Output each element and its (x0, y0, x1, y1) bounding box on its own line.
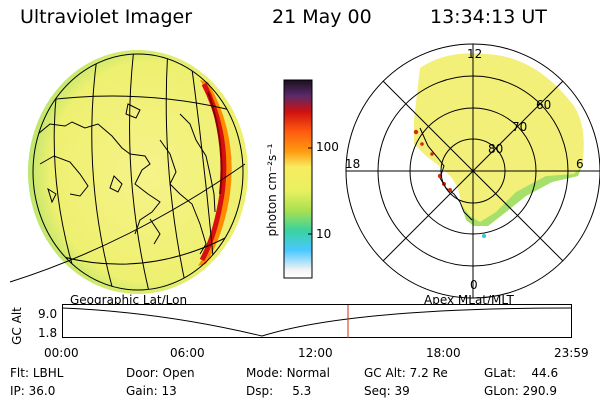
x-tick-2359: 23:59 (554, 346, 589, 360)
dayglow-disc (28, 50, 248, 294)
seq-info: Seq: 39 (364, 384, 410, 398)
gain-value: 13 (161, 384, 177, 398)
dsp-info: Dsp: 5.3 (246, 384, 311, 398)
polar-grid (345, 43, 600, 299)
terminator-line (9, 163, 246, 283)
geographic-image-panel (9, 50, 248, 294)
timeline-axis-title: GC Alt (10, 307, 24, 345)
seq-label: Seq: (364, 384, 391, 398)
dsp-label: Dsp: (246, 384, 274, 398)
instrument-title: Ultraviolet Imager (20, 6, 193, 28)
glat-info: GLat: 44.6 (484, 366, 558, 380)
apex-panel-label: Apex MLat/MLT (424, 293, 514, 307)
x-tick-1800: 18:00 (426, 346, 461, 360)
gain-label: Gain: (126, 384, 158, 398)
mlt-label-12: 12 (467, 47, 483, 61)
geographic-panel-label: Geographic Lat/Lon (70, 293, 188, 307)
dsp-value: 5.3 (292, 384, 312, 398)
gcalt-info: GC Alt: 7.2 Re (364, 366, 448, 380)
polar-image-panel (345, 43, 600, 299)
mlat-label-70: 70 (512, 120, 528, 134)
ip-label: IP: (10, 384, 25, 398)
door-value: Open (162, 366, 195, 380)
x-tick-0000: 00:00 (44, 346, 79, 360)
gcalt-value: 7.2 Re (409, 366, 448, 380)
x-tick-1200: 12:00 (298, 346, 333, 360)
altitude-curve (61, 307, 573, 337)
glon-value: 290.9 (522, 384, 557, 398)
glon-info: GLon: 290.9 (484, 384, 557, 398)
x-tick-0600: 06:00 (170, 346, 205, 360)
filter-value: LBHL (32, 366, 64, 380)
ip-info: IP: 36.0 (10, 384, 55, 398)
y-tick-top: 9.0 (38, 307, 58, 321)
mode-info: Mode: Normal (246, 366, 330, 380)
continent-outlines (37, 103, 216, 255)
date-label: 21 May 00 (272, 6, 372, 28)
ip-value: 36.0 (28, 384, 56, 398)
colorbar-tick-10: 10 (316, 227, 332, 241)
color-bar (283, 79, 313, 279)
mlt-label-18: 18 (345, 157, 361, 171)
gcalt-label: GC Alt: (364, 366, 406, 380)
gain-info: Gain: 13 (126, 384, 177, 398)
altitude-timeline (61, 304, 573, 338)
door-info: Door: Open (126, 366, 195, 380)
filter-label: Flt: (10, 366, 29, 380)
glon-label: GLon: (484, 384, 519, 398)
time-label: 13:34:13 UT (430, 6, 547, 28)
door-label: Door: (126, 366, 159, 380)
glat-value: 44.6 (531, 366, 559, 380)
seq-value: 39 (394, 384, 410, 398)
limb-brightening (198, 80, 232, 266)
mlt-label-6: 6 (576, 157, 584, 171)
y-tick-bottom: 1.8 (38, 326, 58, 340)
mode-label: Mode: (246, 366, 283, 380)
glat-label: GLat: (484, 366, 517, 380)
mlt-label-0: 0 (470, 278, 478, 292)
filter-info: Flt: LBHL (10, 366, 63, 380)
colorbar-tick-100: 100 (316, 140, 339, 154)
mode-value: Normal (286, 366, 330, 380)
mlat-label-60: 60 (536, 98, 552, 112)
colorbar-unit-label: photon cm⁻²s⁻¹ (265, 143, 279, 237)
mlat-label-80: 80 (488, 142, 504, 156)
